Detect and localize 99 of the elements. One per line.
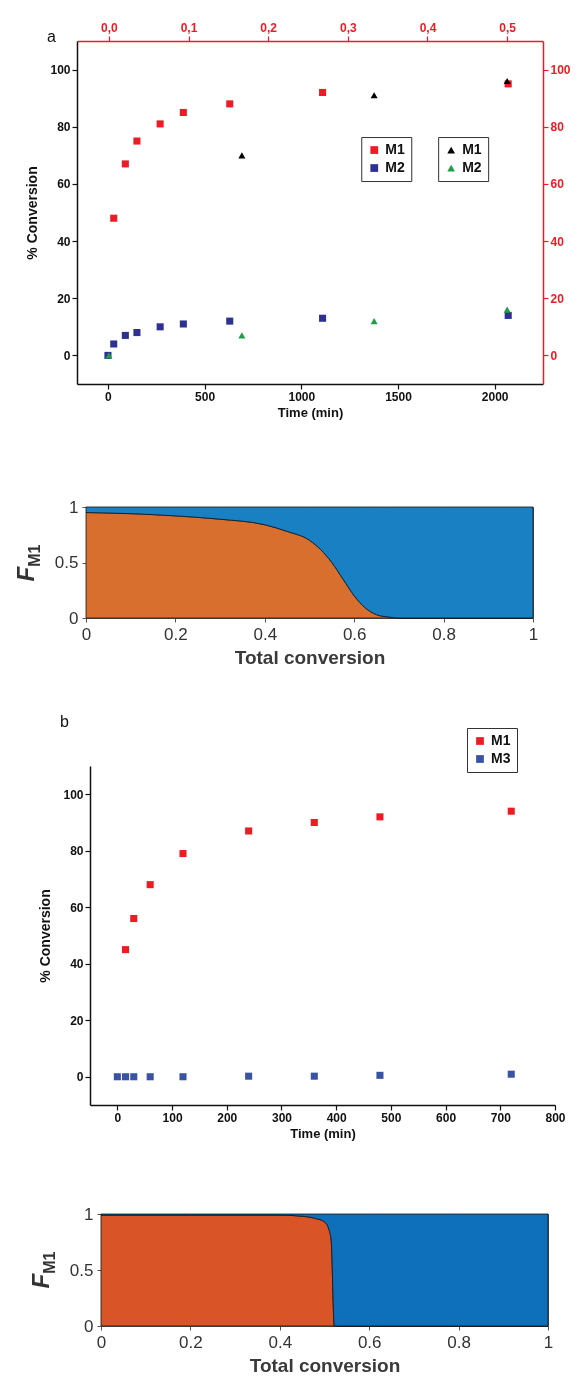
x-tick-label: 400	[326, 1110, 348, 1125]
x-tick-label: 100	[162, 1110, 183, 1125]
y-tick-label: 0	[63, 348, 71, 363]
x-tick-label: 0.2	[179, 1332, 203, 1352]
x-axis-title: Time (min)	[277, 404, 344, 420]
point	[110, 340, 118, 348]
x-tick-label: 500	[381, 1110, 402, 1125]
point	[130, 1073, 138, 1081]
point	[133, 137, 141, 145]
point	[121, 160, 129, 168]
y-tick-label: 80	[70, 844, 84, 859]
y-tick-label: 0.5	[54, 553, 79, 572]
x-tick-label: 0	[114, 1110, 122, 1125]
x2-tick-label: 0,1	[180, 20, 198, 35]
point	[146, 881, 154, 889]
x-axis-title: Total conversion	[234, 646, 386, 668]
point	[156, 120, 164, 128]
x2-tick-label: 0,4	[419, 20, 437, 35]
point	[179, 108, 187, 116]
y-tick-label: 1	[84, 1204, 94, 1224]
point	[130, 915, 138, 923]
x-tick-label: 500	[195, 389, 216, 404]
point	[122, 1073, 130, 1081]
point	[110, 214, 118, 222]
point	[122, 946, 130, 954]
point	[113, 1073, 121, 1081]
point	[226, 100, 234, 108]
x2-tick-label: 0,0	[101, 20, 119, 35]
legend-label: M2	[385, 159, 405, 176]
x-axis-title: Total conversion	[249, 1354, 401, 1376]
y-tick-label: 40	[70, 957, 84, 972]
x-tick-label: 0.8	[432, 624, 456, 644]
point	[507, 1070, 515, 1078]
y-tick-label: 60	[57, 177, 71, 192]
y-tick-label: 80	[57, 120, 71, 135]
y-tick-label: 0	[84, 1316, 94, 1336]
x-tick-label: 2000	[481, 389, 509, 404]
point	[507, 807, 515, 815]
y-tick-label: 0	[69, 608, 79, 628]
x-tick-label: 1	[543, 1332, 554, 1352]
point	[245, 1072, 253, 1080]
x2-tick-label: 0,5	[499, 20, 517, 35]
y2-tick-label: 40	[550, 234, 565, 249]
y2-tick-label: 20	[550, 291, 565, 306]
point	[226, 317, 234, 325]
y-tick-label: 100	[63, 787, 84, 802]
y-tick-label: 60	[70, 900, 84, 915]
point	[179, 1073, 187, 1081]
y-tick-label: 20	[70, 1013, 84, 1028]
chart-title: b	[60, 712, 69, 730]
point	[146, 1073, 154, 1081]
y-tick-label: 0	[76, 1070, 84, 1085]
y-tick-label: 1	[69, 497, 79, 517]
point	[156, 323, 164, 331]
legend-label: M2	[462, 159, 482, 176]
point	[179, 850, 187, 858]
x-tick-label: 1000	[288, 389, 316, 404]
x-tick-label: 600	[436, 1110, 457, 1125]
x-tick-label: 0.6	[342, 624, 367, 644]
x-tick-label: 1	[528, 624, 539, 644]
y-tick-label: 100	[50, 63, 71, 78]
y2-tick-label: 80	[550, 120, 565, 135]
y-tick-label: 40	[57, 234, 71, 249]
x-tick-label: 800	[545, 1110, 566, 1125]
legend-label: M1	[491, 732, 511, 748]
x-tick-label: 700	[490, 1110, 512, 1125]
x2-tick-label: 0,3	[339, 20, 357, 35]
x-tick-label: 0.8	[447, 1332, 471, 1352]
legend-label: M1	[462, 141, 482, 158]
y-tick-label: 0.5	[69, 1260, 94, 1280]
y-axis-title: % Conversion	[24, 166, 41, 260]
point	[245, 827, 253, 835]
x-tick-label: 0.4	[268, 1332, 293, 1352]
point	[319, 314, 327, 322]
x-tick-label: 1500	[385, 389, 413, 404]
legend-label: M3	[491, 750, 511, 766]
y2-tick-label: 0	[550, 348, 558, 363]
point	[319, 88, 327, 96]
x-axis-title: Time (min)	[290, 1125, 356, 1141]
x-tick-label: 200	[217, 1110, 238, 1125]
x2-tick-label: 0,2	[260, 20, 278, 35]
point	[133, 329, 141, 337]
point	[310, 1072, 318, 1080]
x-tick-label: 0	[105, 389, 113, 404]
legend-label: M1	[385, 141, 405, 158]
x-tick-label: 0.2	[164, 624, 188, 644]
x-tick-label: 0.6	[357, 1332, 382, 1352]
y2-tick-label: 100	[550, 63, 571, 78]
point	[179, 320, 187, 328]
y-axis-title: % Conversion	[37, 889, 54, 983]
point	[310, 818, 318, 827]
point	[121, 331, 129, 339]
chart-title: a	[47, 28, 56, 45]
point	[376, 813, 384, 821]
x-tick-label: 300	[271, 1110, 293, 1125]
x-tick-label: 0.4	[253, 624, 278, 644]
y-tick-label: 20	[57, 291, 71, 306]
y2-tick-label: 60	[550, 177, 565, 192]
point	[376, 1071, 384, 1079]
